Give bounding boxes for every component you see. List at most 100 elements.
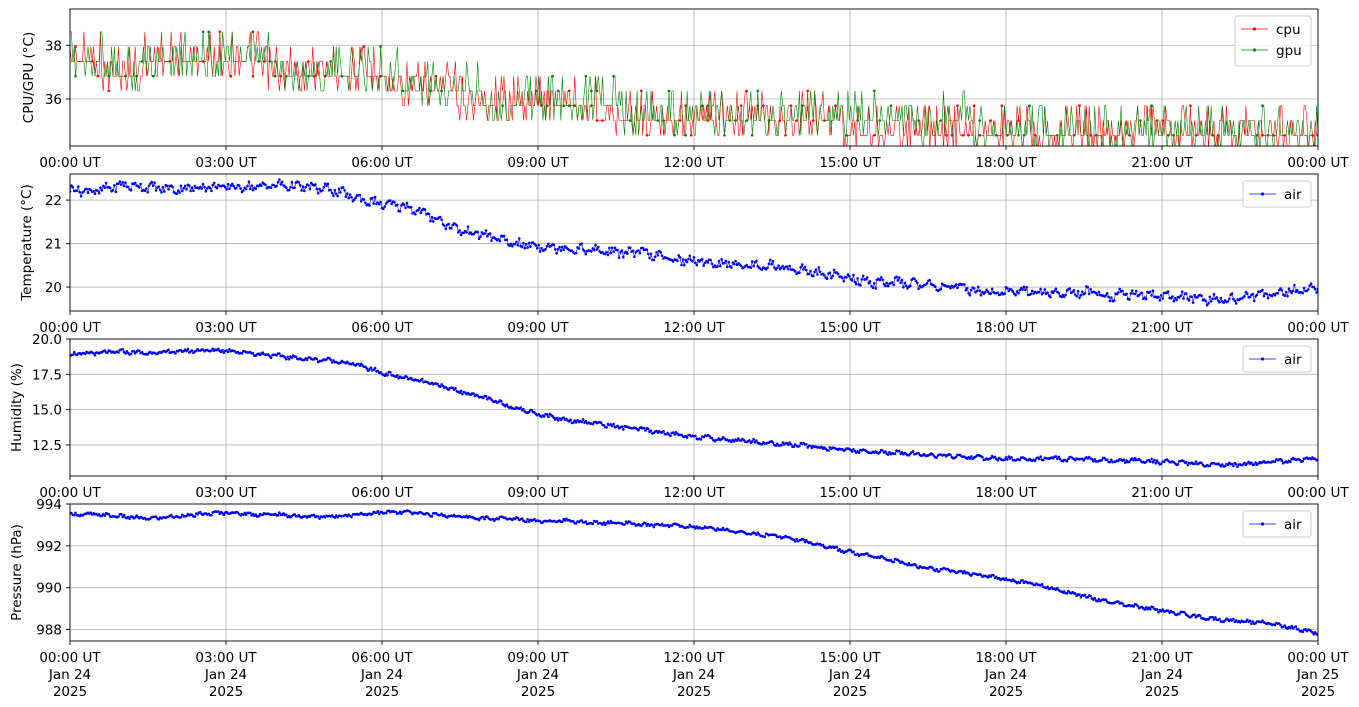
legend-label: air [1284,187,1302,203]
data-point [161,185,165,189]
x-tick-label: 00:00 UT [1287,485,1349,501]
data-point [307,184,310,187]
data-point [1223,464,1227,468]
data-point [354,196,358,199]
data-point [1255,293,1259,297]
data-point [800,263,804,266]
data-point [562,248,565,251]
data-point [1265,292,1268,296]
data-point [554,248,557,251]
data-point [1148,460,1152,464]
data-point [1104,598,1108,601]
data-point [591,522,595,526]
x-tick-year: 2025 [1301,684,1335,700]
data-point [430,515,434,518]
data-point [595,119,599,122]
data-point [279,74,283,78]
data-point [1252,299,1256,303]
data-point [552,243,556,247]
data-point [364,201,367,205]
data-point [714,529,718,532]
data-point [264,183,267,187]
data-point [1121,289,1124,293]
data-point [1054,455,1058,458]
data-point [652,258,656,262]
data-point [1200,461,1203,465]
y-tick-label: 20.0 [32,332,62,348]
data-point [1273,460,1277,464]
data-point [454,387,457,390]
data-point [882,282,886,286]
data-point [1301,630,1304,634]
data-point [981,455,984,459]
data-point [350,515,353,519]
data-point [440,218,443,222]
x-tick-label: 06:00 UT [351,650,413,666]
data-point [616,248,619,252]
data-point [660,522,664,526]
data-point [229,74,233,78]
data-point [1087,292,1091,296]
data-point [975,289,979,293]
data-point [656,119,660,122]
data-point [1042,458,1045,462]
data-point [290,356,294,360]
data-point [1158,299,1162,302]
x-tick-label: 09:00 UT [507,320,569,336]
data-point [1014,293,1017,297]
data-point [458,229,462,232]
x-tick-year: 2025 [677,684,711,700]
data-point [329,60,333,63]
data-point [567,104,571,107]
data-point [1204,299,1207,303]
data-point [350,196,353,199]
data-point [537,243,540,247]
data-point [646,522,650,526]
data-point [414,212,417,216]
data-point [163,190,166,193]
data-point [755,439,758,442]
data-point [884,450,887,453]
data-point [192,189,195,193]
y-axis-label: Humidity (%) [9,363,25,452]
data-point [78,190,81,194]
data-point [803,540,807,544]
data-point [1072,289,1076,292]
data-point [459,233,463,237]
data-point [1018,288,1022,292]
data-point [1232,464,1235,468]
x-tick-label: 18:00 UT [975,320,1037,336]
data-point [146,190,149,194]
data-point [332,359,335,362]
data-point [298,183,302,187]
data-point [897,276,901,279]
data-point [787,267,790,271]
x-tick-label: 00:00 UT [39,650,101,666]
data-point [186,347,190,351]
data-point [251,512,255,516]
data-point [605,426,608,429]
data-point [125,350,129,353]
data-point [1003,458,1006,462]
data-point [637,428,640,432]
data-point [369,366,373,370]
data-point [106,351,109,355]
data-point [841,276,844,280]
data-point [680,263,683,267]
data-point [1049,295,1052,299]
data-point [612,250,615,254]
data-point [1211,615,1214,619]
data-point [684,258,687,262]
data-point [438,215,442,219]
data-point [871,286,875,290]
data-point [886,453,890,456]
data-point [1128,298,1131,301]
data-point [1068,287,1072,290]
data-point [1205,303,1209,307]
data-point [547,415,550,419]
data-point [1251,620,1255,623]
x-tick-label: 12:00 UT [663,155,725,171]
data-point [766,266,769,270]
data-point [717,259,721,263]
data-point [608,246,611,250]
